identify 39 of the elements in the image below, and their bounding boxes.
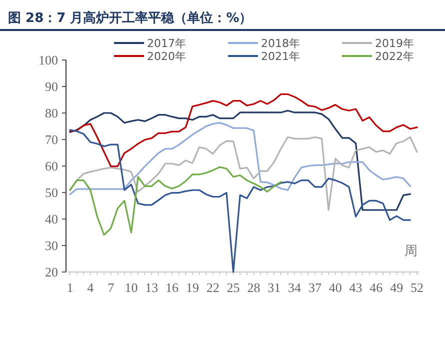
y-tick-label: 70 xyxy=(45,132,58,148)
y-tick-label: 40 xyxy=(45,212,58,227)
line-series xyxy=(69,110,411,211)
x-tick-label: 10 xyxy=(124,280,138,295)
y-tick-label: 100 xyxy=(38,52,58,68)
x-tick-label: 13 xyxy=(145,280,158,295)
x-tick-label: 49 xyxy=(390,280,404,295)
x-tick-label: 22 xyxy=(206,280,220,295)
line-series xyxy=(69,93,418,168)
legend-label: 2017年 xyxy=(147,36,186,50)
y-tick-label: 60 xyxy=(45,158,58,174)
legend-label: 2020年 xyxy=(147,50,186,63)
line-series xyxy=(69,122,411,196)
y-tick-label: 50 xyxy=(45,185,58,200)
legend-label: 2022年 xyxy=(375,50,414,63)
x-tick-label: 28 xyxy=(247,280,260,295)
x-tick-label: 4 xyxy=(87,280,94,295)
y-tick-label: 90 xyxy=(45,79,58,94)
legend-label: 2019年 xyxy=(375,36,414,50)
legend-label: 2021年 xyxy=(261,50,300,63)
x-tick-label: 52 xyxy=(410,280,424,295)
x-tick-label: 34 xyxy=(288,280,302,295)
y-tick-label: 20 xyxy=(45,264,58,280)
x-tick-label: 31 xyxy=(268,280,281,295)
x-tick-label: 40 xyxy=(328,280,342,295)
x-tick-label: 16 xyxy=(166,280,180,295)
x-axis-title: 周 xyxy=(404,244,418,259)
y-tick-label: 30 xyxy=(45,238,58,254)
x-tick-label: 46 xyxy=(370,280,384,295)
x-tick-label: 37 xyxy=(308,280,322,295)
x-tick-label: 1 xyxy=(66,280,74,295)
x-tick-label: 19 xyxy=(186,280,199,295)
x-tick-label: 7 xyxy=(108,280,115,295)
legend-label: 2018年 xyxy=(261,36,300,50)
line-series xyxy=(69,166,282,236)
chart-title: 图 28：7 月高炉开工率平稳（单位：%） xyxy=(8,10,252,26)
x-tick-label: 43 xyxy=(349,280,362,295)
x-tick-label: 25 xyxy=(226,280,240,295)
y-tick-label: 80 xyxy=(45,106,58,121)
